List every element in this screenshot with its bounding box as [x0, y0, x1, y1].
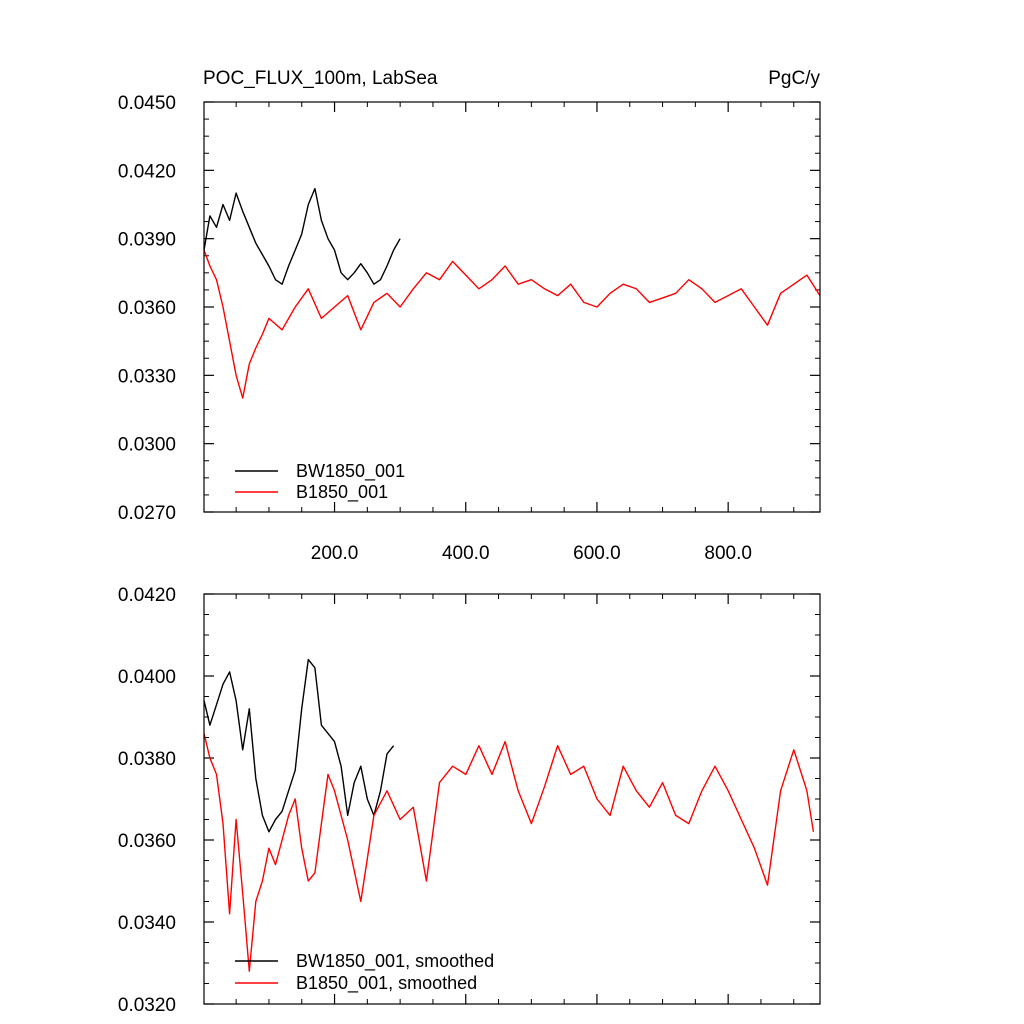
top-panel: POC_FLUX_100m, LabSea PgC/y 0.0270 0.0300… — [118, 68, 821, 564]
y-tick-label: 0.0300 — [118, 435, 176, 456]
bottom-panel-axes: 0.0320 0.0340 0.0360 0.0380 0.0400 0.0420 — [118, 585, 820, 1016]
top-panel-title: POC_FLUX_100m, LabSea — [203, 68, 438, 89]
series-line-black — [203, 187, 401, 285]
legend-label-bw1850: BW1850_001 — [296, 461, 405, 482]
top-panel-units: PgC/y — [768, 68, 820, 89]
x-tick-label: 200.0 — [311, 543, 359, 564]
y-tick-label: 0.0390 — [118, 230, 176, 251]
y-tick-label: 0.0380 — [118, 749, 176, 770]
y-tick-label: 0.0320 — [118, 995, 176, 1016]
y-tick-label: 0.0330 — [118, 366, 176, 387]
series-line-red — [203, 249, 821, 399]
y-tick-label: 0.0340 — [118, 913, 176, 934]
y-tick-label: 0.0420 — [118, 161, 176, 182]
series-line-red — [203, 733, 815, 972]
y-tick-label: 0.0360 — [118, 298, 176, 319]
legend-label-bw1850-smoothed: BW1850_001, smoothed — [296, 951, 494, 972]
legend-label-b1850: B1850_001 — [296, 482, 388, 503]
bottom-panel-series — [203, 658, 815, 972]
legend-label-b1850-smoothed: B1850_001, smoothed — [296, 973, 477, 994]
top-panel-legend: BW1850_001 B1850_001 — [235, 461, 405, 503]
bottom-panel-legend: BW1850_001, smoothed B1850_001, smoothed — [235, 951, 494, 994]
series-line-black — [203, 658, 395, 833]
top-panel-axes: 0.0270 0.0300 0.0330 0.0360 0.0390 0.0420 0.04… — [118, 93, 820, 564]
bottom-panel: 0.0320 0.0340 0.0360 0.0380 0.0400 0.0420 BW1… — [118, 585, 821, 1016]
bottom-panel-frame — [203, 593, 821, 1005]
top-panel-series — [203, 187, 821, 399]
y-tick-label: 0.0450 — [118, 93, 176, 114]
y-tick-label: 0.0360 — [118, 831, 176, 852]
x-tick-label: 600.0 — [573, 543, 621, 564]
y-tick-label: 0.0420 — [118, 585, 176, 606]
y-tick-label: 0.0270 — [118, 503, 176, 524]
x-tick-label: 400.0 — [442, 543, 490, 564]
top-panel-frame — [203, 101, 821, 513]
y-tick-label: 0.0400 — [118, 667, 176, 688]
x-tick-label: 800.0 — [704, 543, 752, 564]
